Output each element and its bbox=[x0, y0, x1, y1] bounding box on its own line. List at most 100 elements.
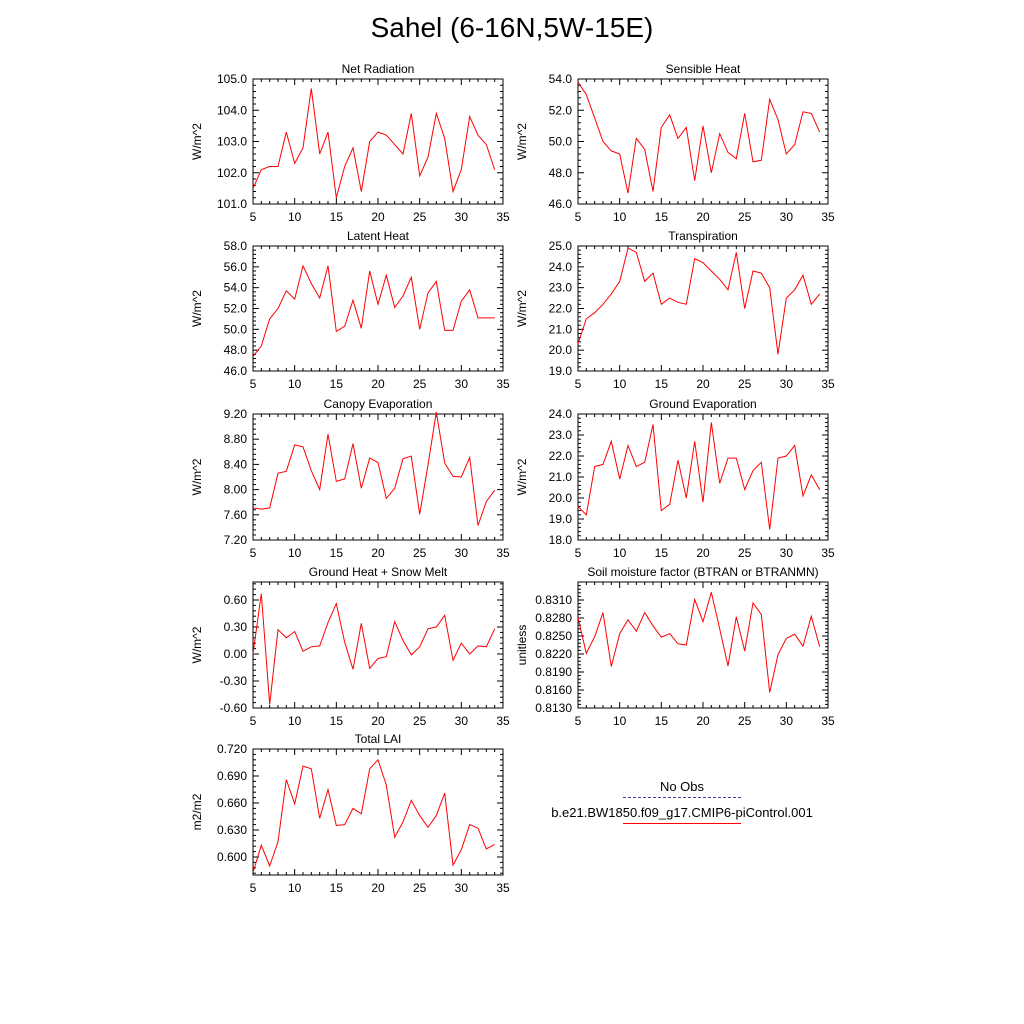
x-tick-label: 30 bbox=[455, 210, 469, 224]
x-tick-label: 10 bbox=[288, 210, 302, 224]
x-tick-label: 35 bbox=[496, 210, 510, 224]
legend: No Obs b.e21.BW1850.f09_g17.CMIP6-piCont… bbox=[512, 778, 852, 830]
y-tick-label: 0.30 bbox=[224, 620, 248, 634]
y-tick-label: 0.00 bbox=[224, 647, 248, 661]
y-tick-label: 54.0 bbox=[224, 281, 248, 295]
x-tick-label: 30 bbox=[780, 377, 794, 391]
x-tick-label: 5 bbox=[250, 881, 257, 895]
x-tick-label: 5 bbox=[250, 377, 257, 391]
chart-panel-4: Transpiration W/m^2 5 10 15 20 25 30 35 19.0 20.0 2… bbox=[515, 229, 835, 391]
plot-frame bbox=[252, 413, 504, 541]
x-tick-label: 30 bbox=[455, 546, 469, 560]
panel-title: Transpiration bbox=[668, 229, 738, 243]
x-tick-label: 25 bbox=[738, 714, 752, 728]
panel-title: Latent Heat bbox=[347, 229, 410, 243]
x-tick-label: 25 bbox=[413, 546, 427, 560]
y-axis-label: W/m^2 bbox=[515, 290, 529, 327]
y-tick-label: 20.0 bbox=[549, 491, 573, 505]
legend-model-label: b.e21.BW1850.f09_g17.CMIP6-piControl.001 bbox=[551, 805, 813, 820]
x-tick-label: 20 bbox=[371, 210, 385, 224]
y-tick-label: 102.0 bbox=[217, 166, 247, 180]
legend-obs-label: No Obs bbox=[659, 779, 705, 794]
series-line bbox=[252, 758, 495, 873]
x-tick-label: 25 bbox=[413, 210, 427, 224]
y-tick-label: 56.0 bbox=[224, 260, 248, 274]
x-tick-label: 20 bbox=[371, 714, 385, 728]
chart-panel-7: Ground Heat + Snow Melt W/m^2 5 10 15 20 25 30 3… bbox=[190, 565, 510, 728]
y-axis-label: W/m^2 bbox=[515, 458, 529, 495]
x-tick-label: 5 bbox=[575, 210, 582, 224]
x-tick-label: 10 bbox=[288, 377, 302, 391]
y-tick-label: 48.0 bbox=[224, 343, 248, 357]
y-tick-label: 0.660 bbox=[217, 796, 247, 810]
y-tick-label: 58.0 bbox=[224, 239, 248, 253]
x-tick-label: 5 bbox=[575, 714, 582, 728]
x-tick-label: 15 bbox=[330, 210, 344, 224]
series-line bbox=[252, 264, 495, 357]
x-tick-label: 20 bbox=[696, 210, 710, 224]
chart-panel-9: Total LAI m2/m2 5 10 15 20 25 30 35 0.600 0.630 0.6… bbox=[190, 732, 510, 895]
y-tick-label: 50.0 bbox=[549, 135, 573, 149]
y-tick-label: 21.0 bbox=[549, 470, 573, 484]
y-tick-label: 18.0 bbox=[549, 533, 573, 547]
panel-title: Sensible Heat bbox=[666, 62, 741, 76]
plot-frame bbox=[577, 413, 829, 541]
y-tick-label: 0.690 bbox=[217, 769, 247, 783]
y-tick-label: 101.0 bbox=[217, 197, 247, 211]
y-tick-label: 25.0 bbox=[549, 239, 573, 253]
chart-panel-1: Net Radiation W/m^2 5 10 15 20 25 30 35 101.0 102.… bbox=[190, 62, 510, 224]
y-tick-label: 0.8190 bbox=[535, 665, 572, 679]
panel-title: Ground Evaporation bbox=[649, 397, 756, 411]
x-tick-label: 20 bbox=[696, 546, 710, 560]
y-tick-label: 0.720 bbox=[217, 742, 247, 756]
x-tick-label: 5 bbox=[575, 377, 582, 391]
x-tick-label: 35 bbox=[821, 210, 835, 224]
y-tick-label: 0.60 bbox=[224, 593, 248, 607]
x-tick-label: 5 bbox=[250, 714, 257, 728]
y-tick-label: 46.0 bbox=[549, 197, 573, 211]
x-tick-label: 30 bbox=[780, 546, 794, 560]
y-axis-label: m2/m2 bbox=[190, 793, 204, 830]
y-axis-label: W/m^2 bbox=[190, 626, 204, 663]
x-tick-label: 25 bbox=[738, 546, 752, 560]
chart-panel-3: Latent Heat W/m^2 5 10 15 20 25 30 35 46.0 48.0 50.… bbox=[190, 229, 510, 391]
y-tick-label: 22.0 bbox=[549, 449, 573, 463]
x-tick-label: 15 bbox=[655, 714, 669, 728]
x-tick-label: 5 bbox=[250, 546, 257, 560]
x-tick-label: 10 bbox=[613, 714, 627, 728]
plot-frame bbox=[577, 245, 829, 372]
y-tick-label: -0.60 bbox=[220, 701, 248, 715]
x-tick-label: 15 bbox=[655, 546, 669, 560]
plot-frame bbox=[252, 245, 504, 372]
x-tick-label: 35 bbox=[821, 546, 835, 560]
y-tick-label: 23.0 bbox=[549, 428, 573, 442]
x-tick-label: 30 bbox=[455, 377, 469, 391]
y-axis-label: W/m^2 bbox=[190, 290, 204, 327]
y-tick-label: 0.630 bbox=[217, 823, 247, 837]
x-tick-label: 30 bbox=[455, 714, 469, 728]
y-tick-label: 9.20 bbox=[224, 407, 248, 421]
y-tick-label: 22.0 bbox=[549, 302, 573, 316]
y-axis-label: W/m^2 bbox=[190, 123, 204, 160]
x-tick-label: 20 bbox=[371, 546, 385, 560]
x-tick-label: 35 bbox=[496, 377, 510, 391]
x-tick-label: 25 bbox=[413, 377, 427, 391]
y-axis-label: W/m^2 bbox=[190, 458, 204, 495]
y-tick-label: 0.8280 bbox=[535, 611, 572, 625]
plot-frame bbox=[252, 748, 504, 876]
x-tick-label: 25 bbox=[413, 881, 427, 895]
series-line bbox=[252, 88, 496, 198]
y-axis-label: W/m^2 bbox=[515, 123, 529, 160]
legend-model-line bbox=[623, 823, 741, 824]
y-tick-label: 8.00 bbox=[224, 483, 248, 497]
y-tick-label: 23.0 bbox=[549, 281, 573, 295]
chart-panel-8: Soil moisture factor (BTRAN or BTRANMN) u… bbox=[515, 565, 835, 728]
x-tick-label: 15 bbox=[330, 714, 344, 728]
x-tick-label: 30 bbox=[455, 881, 469, 895]
legend-obs-line bbox=[623, 797, 741, 798]
x-tick-label: 10 bbox=[613, 546, 627, 560]
x-tick-label: 10 bbox=[613, 377, 627, 391]
x-tick-label: 10 bbox=[288, 714, 302, 728]
y-tick-label: 24.0 bbox=[549, 407, 573, 421]
